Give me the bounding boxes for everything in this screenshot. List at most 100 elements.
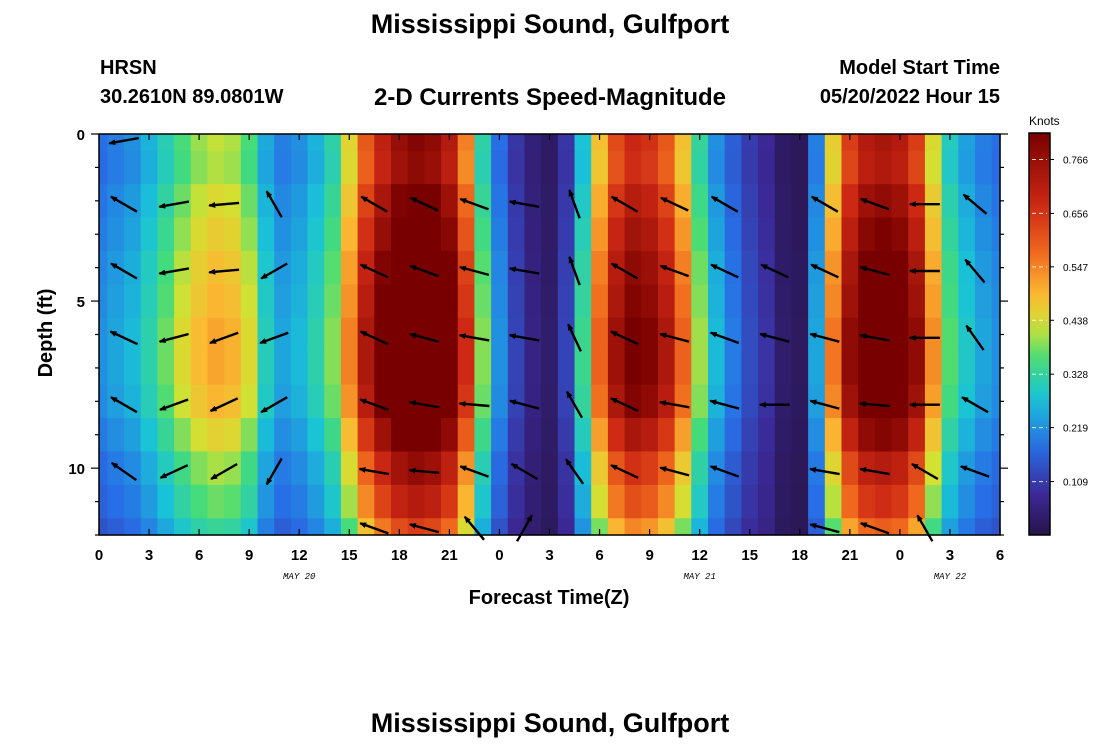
heatmap-cell — [774, 217, 793, 252]
current-vector-arrow — [158, 200, 190, 209]
heatmap-cell — [574, 418, 592, 453]
heatmap-cell — [557, 518, 576, 536]
heatmap-cell — [741, 217, 759, 252]
heatmap-cell — [290, 317, 309, 352]
heatmap-cell — [758, 184, 776, 219]
heatmap-cell — [307, 217, 325, 252]
x-tick-label: 15 — [741, 547, 758, 564]
heatmap-cell — [324, 418, 342, 453]
heatmap-cell — [858, 217, 876, 252]
heatmap-cell — [758, 418, 776, 453]
heatmap-cell — [941, 518, 959, 536]
heatmap-cell — [457, 150, 476, 185]
heatmap-cell — [641, 284, 659, 319]
heatmap-cell — [974, 484, 993, 519]
heatmap-cell — [708, 518, 726, 536]
heatmap-cell — [541, 217, 559, 252]
heatmap-cell — [107, 184, 125, 219]
heatmap-cell — [741, 518, 759, 536]
heatmap-cell — [374, 484, 392, 519]
heatmap-cell — [858, 384, 876, 419]
x-tick-label: 21 — [841, 547, 858, 564]
heatmap-cell — [841, 134, 859, 152]
heatmap-cell — [174, 250, 192, 285]
heatmap-cell — [791, 384, 809, 419]
heatmap-cell — [874, 451, 893, 486]
current-vector-arrow — [358, 466, 390, 476]
current-vector-arrow — [208, 268, 240, 275]
heatmap-cell — [324, 150, 342, 185]
heatmap-cell — [941, 250, 959, 285]
colorbar-tick-label: 0.766 — [1063, 155, 1088, 166]
heatmap-cell — [307, 250, 325, 285]
heatmap-cell — [574, 184, 592, 219]
heatmap-cell — [991, 451, 1001, 486]
heatmap-cell — [924, 134, 943, 152]
heatmap-cell — [574, 317, 592, 352]
current-vector-arrow — [859, 466, 890, 476]
heatmap-cell — [908, 317, 926, 352]
heatmap-cell — [441, 451, 459, 486]
heatmap-cell — [124, 518, 142, 536]
heatmap-cell — [841, 284, 859, 319]
heatmap-cell — [124, 418, 142, 453]
heatmap-cell — [991, 351, 1001, 386]
x-tick-label: 12 — [291, 547, 308, 564]
heatmap-cell — [374, 250, 392, 285]
heatmap-cell — [791, 184, 809, 219]
heatmap-cell — [557, 351, 576, 386]
heatmap-cell — [941, 150, 959, 185]
heatmap-cell — [657, 384, 676, 419]
heatmap-cell — [157, 518, 175, 536]
heatmap-cell — [591, 134, 609, 152]
heatmap-cell — [958, 217, 976, 252]
heatmap-cell — [974, 518, 993, 536]
heatmap-cell — [941, 184, 959, 219]
heatmap-cell — [891, 518, 909, 536]
heatmap-cell — [657, 484, 676, 519]
heatmap-cell — [874, 317, 893, 352]
heatmap-cell — [507, 317, 526, 352]
heatmap-cell — [824, 150, 843, 185]
heatmap-cell — [941, 451, 959, 486]
heatmap-cell — [607, 518, 626, 536]
heatmap-cell — [257, 217, 275, 252]
heatmap-cell — [774, 418, 793, 453]
heatmap-cell — [591, 184, 609, 219]
heatmap-cell — [691, 317, 709, 352]
heatmap-cell — [240, 351, 259, 386]
current-vector-arrow — [709, 465, 740, 478]
heatmap-cell — [174, 184, 192, 219]
heatmap-cell — [624, 184, 642, 219]
current-vector-arrow — [911, 462, 939, 481]
heatmap-cell — [657, 418, 676, 453]
heatmap-cell — [591, 317, 609, 352]
current-vector-arrow — [659, 466, 690, 477]
heatmap-cell — [157, 451, 175, 486]
heatmap-cell — [591, 518, 609, 536]
heatmap-cell — [340, 451, 359, 486]
heatmap-cell — [157, 351, 175, 386]
heatmap-cell — [958, 184, 976, 219]
heatmap-cell — [224, 284, 242, 319]
heatmap-cell — [507, 484, 526, 519]
heatmap-cell — [140, 217, 158, 252]
heatmap-cell — [841, 418, 859, 453]
heatmap-cell — [808, 134, 826, 152]
heatmap-cell — [290, 217, 309, 252]
heatmap-cell — [774, 451, 793, 486]
y-axis-label: Depth (ft) — [35, 289, 57, 378]
heatmap-cell — [607, 250, 626, 285]
heatmap-cell — [657, 217, 676, 252]
heatmap-cell — [624, 317, 642, 352]
heatmap-cell — [99, 134, 108, 152]
heatmap-cell — [240, 217, 259, 252]
heatmap-cell — [474, 484, 492, 519]
heatmap-cell — [324, 284, 342, 319]
heatmap-cell — [307, 518, 325, 536]
heatmap-cell — [274, 451, 292, 486]
heatmap-cell — [441, 184, 459, 219]
colorbar-tick-label: 0.219 — [1063, 424, 1088, 435]
heatmap-cell — [324, 250, 342, 285]
heatmap-cell — [574, 518, 592, 536]
